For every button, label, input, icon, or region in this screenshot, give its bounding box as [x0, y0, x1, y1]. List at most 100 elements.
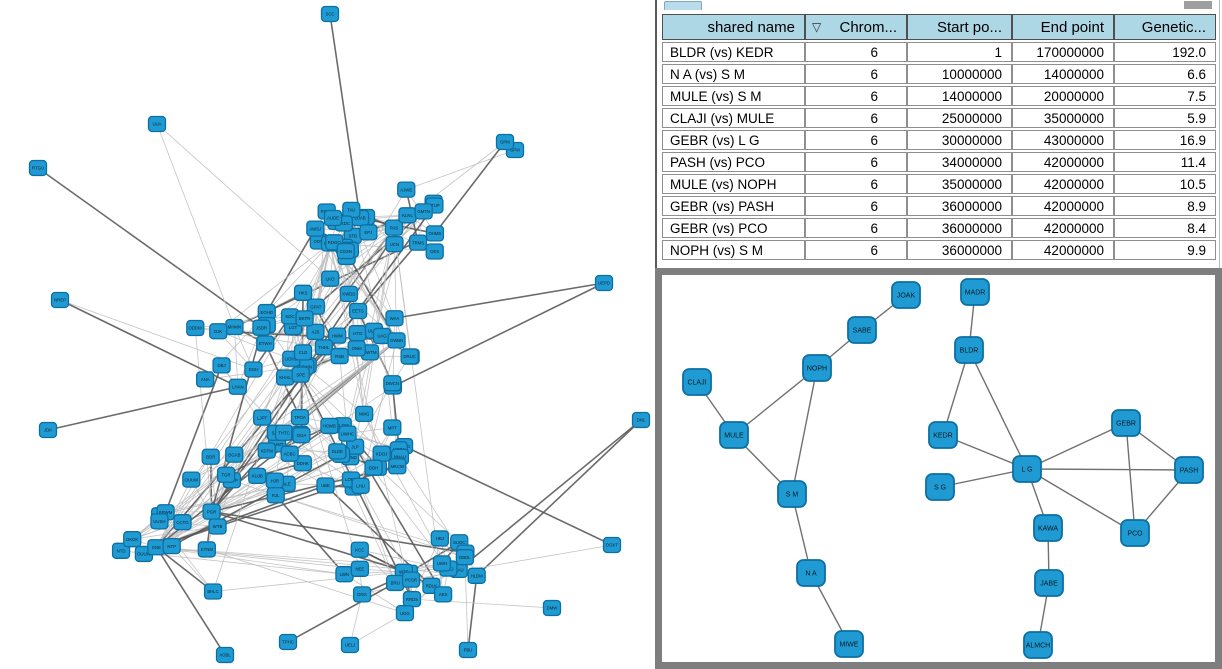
- table-cell[interactable]: CLAJI (vs) MULE: [662, 108, 805, 128]
- network-node-PCO[interactable]: PCO: [1120, 519, 1150, 547]
- network-node-CLAJI[interactable]: CLAJI: [682, 368, 712, 396]
- network-node[interactable]: DBDL: [455, 549, 475, 566]
- network-node[interactable]: AUDE: [323, 209, 343, 227]
- network-edge-NOPH-SM[interactable]: [791, 367, 818, 495]
- network-node[interactable]: AWSJ: [306, 220, 325, 237]
- network-edge[interactable]: [349, 612, 406, 646]
- network-edge[interactable]: [266, 228, 317, 313]
- table-cell[interactable]: GEBR (vs) PCO: [662, 218, 805, 238]
- network-overview-panel[interactable]: UCNSTBAJWETLLOHMSLSWCPASONKSLUABJPGOOWTA…: [0, 0, 655, 669]
- network-node[interactable]: SPE: [291, 366, 310, 383]
- network-edge[interactable]: [329, 13, 361, 219]
- table-cell[interactable]: 6: [805, 64, 907, 84]
- table-cell[interactable]: 6: [805, 130, 907, 150]
- table-row[interactable]: GEBR (vs) L G 6 30000000 43000000 16.9: [662, 130, 1216, 150]
- network-edge[interactable]: [340, 227, 395, 455]
- table-row[interactable]: PASH (vs) PCO 6 34000000 42000000 11.4: [662, 152, 1216, 172]
- network-edge[interactable]: [155, 242, 419, 548]
- network-node[interactable]: BDR: [201, 448, 220, 465]
- network-node-SG[interactable]: S G: [925, 473, 955, 501]
- network-node[interactable]: RTGU: [28, 159, 48, 177]
- table-cell[interactable]: 36000000: [907, 196, 1012, 216]
- network-node[interactable]: EPJ: [359, 224, 378, 241]
- network-node[interactable]: LKO: [321, 270, 340, 287]
- overview-network-canvas[interactable]: UCNSTBAJWETLLOHMSLSWCPASONKSLUABJPGOOWTA…: [0, 0, 655, 669]
- network-node[interactable]: ANA: [195, 371, 215, 388]
- network-node[interactable]: BKTR: [295, 310, 314, 327]
- table-cell[interactable]: 30000000: [907, 130, 1012, 150]
- table-cell[interactable]: 42000000: [1012, 240, 1114, 260]
- network-edge[interactable]: [286, 433, 348, 485]
- table-cell[interactable]: 36000000: [907, 240, 1012, 260]
- network-node[interactable]: SCC: [320, 5, 340, 23]
- network-edge[interactable]: [394, 282, 605, 320]
- network-node[interactable]: OES: [425, 243, 444, 260]
- table-cell[interactable]: 11.4: [1114, 152, 1216, 172]
- network-node-KEDR[interactable]: KEDR: [928, 421, 958, 449]
- network-edge-LG-GEBR[interactable]: [1026, 422, 1127, 470]
- network-node[interactable]: UDG: [395, 604, 415, 622]
- network-node[interactable]: DWCN: [383, 375, 402, 392]
- network-node[interactable]: GMTN: [414, 203, 433, 220]
- network-node[interactable]: UUSH: [150, 513, 169, 530]
- network-edge[interactable]: [206, 549, 406, 614]
- table-cell[interactable]: 20000000: [1012, 86, 1114, 106]
- network-node-NOPH[interactable]: NOPH: [802, 354, 832, 382]
- network-edge-NOPH-MULE[interactable]: [733, 367, 818, 436]
- network-edge[interactable]: [211, 462, 304, 513]
- network-edge[interactable]: [359, 549, 413, 600]
- network-node[interactable]: DKDK: [123, 531, 142, 548]
- table-cell[interactable]: 192.0: [1114, 42, 1216, 62]
- network-node[interactable]: DJK: [209, 323, 228, 340]
- network-node[interactable]: BRU: [386, 574, 405, 592]
- network-node[interactable]: TAU: [342, 201, 361, 218]
- network-node[interactable]: PGR: [202, 503, 221, 520]
- network-node[interactable]: ETNM: [197, 541, 216, 558]
- table-row[interactable]: BLDR (vs) KEDR 6 1 170000000 192.0: [662, 42, 1216, 62]
- network-node-MULE[interactable]: MULE: [719, 421, 749, 449]
- table-cell[interactable]: 6: [805, 196, 907, 216]
- table-row[interactable]: MULE (vs) NOPH 6 35000000 42000000 10.5: [662, 174, 1216, 194]
- network-node[interactable]: UCN: [385, 236, 404, 253]
- network-node[interactable]: OHMS: [425, 225, 445, 242]
- table-cell[interactable]: 35000000: [907, 174, 1012, 194]
- network-node[interactable]: TPHC: [278, 633, 298, 651]
- table-cell[interactable]: 35000000: [1012, 108, 1114, 128]
- network-edge[interactable]: [266, 243, 331, 313]
- network-edge[interactable]: [363, 227, 395, 414]
- table-cell[interactable]: 6: [805, 174, 907, 194]
- network-node[interactable]: AJWE: [397, 181, 416, 198]
- network-node[interactable]: GPM: [495, 133, 515, 151]
- column-header-chrom-[interactable]: ▽ Chrom...: [805, 14, 907, 40]
- network-edge[interactable]: [406, 149, 516, 190]
- network-edge[interactable]: [156, 306, 317, 548]
- network-node[interactable]: HLDM: [467, 567, 486, 584]
- network-node[interactable]: UBE: [316, 477, 335, 494]
- network-edge[interactable]: [156, 386, 394, 548]
- network-edge-GEBR-PCO[interactable]: [1125, 422, 1136, 534]
- network-node[interactable]: EGH: [244, 361, 263, 378]
- network-node[interactable]: AES: [433, 586, 453, 603]
- network-node[interactable]: DNG: [352, 586, 372, 603]
- network-edge[interactable]: [155, 546, 226, 656]
- network-node-LG[interactable]: L G: [1012, 455, 1042, 483]
- network-edge[interactable]: [234, 326, 239, 387]
- network-node[interactable]: CCTG: [173, 514, 192, 531]
- table-row[interactable]: CLAJI (vs) MULE 6 25000000 35000000 5.9: [662, 108, 1216, 128]
- network-node[interactable]: CGSN: [336, 242, 355, 260]
- network-edge[interactable]: [156, 331, 316, 548]
- table-cell[interactable]: 42000000: [1012, 218, 1114, 238]
- network-node[interactable]: UEPD: [594, 274, 614, 292]
- table-cell[interactable]: 9.9: [1114, 240, 1216, 260]
- table-cell[interactable]: 170000000: [1012, 42, 1114, 62]
- network-edge[interactable]: [164, 365, 223, 513]
- network-edge[interactable]: [458, 419, 642, 571]
- network-edge[interactable]: [392, 282, 605, 388]
- network-node-ALMCH[interactable]: ALMCH: [1023, 631, 1053, 659]
- network-node[interactable]: ONM: [347, 340, 366, 357]
- network-node[interactable]: TRMS: [408, 234, 428, 251]
- network-node[interactable]: NTP: [162, 537, 181, 555]
- table-cell[interactable]: MULE (vs) S M: [662, 86, 805, 106]
- column-header-shared-name[interactable]: shared name: [662, 14, 805, 40]
- table-cell[interactable]: N A (vs) S M: [662, 64, 805, 84]
